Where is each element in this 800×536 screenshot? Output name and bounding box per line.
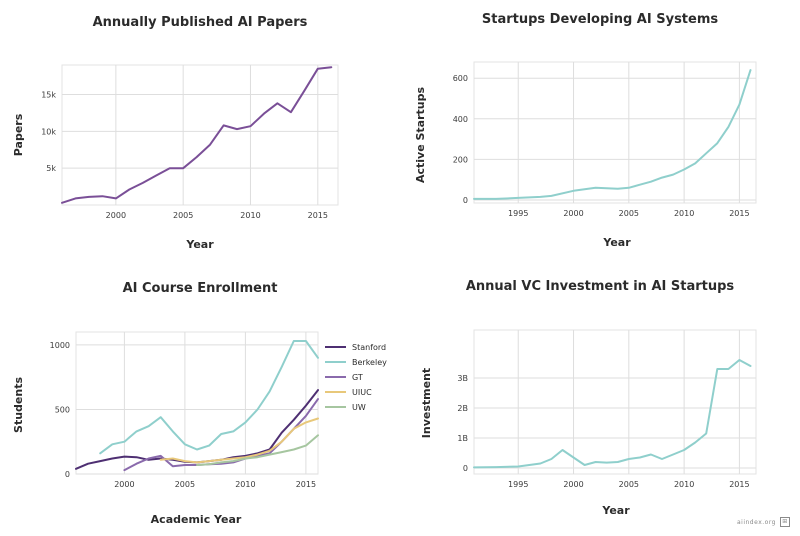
- x-tick-label: 2000: [563, 209, 583, 218]
- x-tick-label: 2015: [729, 480, 749, 489]
- legend: Stanford Berkeley GT UIUC UW: [325, 343, 387, 412]
- x-tick-label: 2010: [240, 211, 260, 220]
- y-axis-label: Papers: [12, 113, 25, 156]
- y-axis-label: Students: [12, 377, 25, 433]
- legend-label: UIUC: [352, 388, 372, 397]
- x-tick-label: 2005: [173, 211, 193, 220]
- series-line-active-startups: [473, 69, 752, 200]
- legend-label: GT: [352, 373, 363, 382]
- x-tick-label: 2010: [235, 480, 255, 489]
- chart-title: Startups Developing AI Systems: [482, 12, 719, 27]
- y-tick-label: 200: [453, 155, 468, 164]
- chart-vc: Annual VC Investment in AI Startups 1995 2…: [420, 279, 757, 517]
- series-line-stanford: [75, 389, 319, 470]
- y-axis-label: Investment: [420, 368, 433, 438]
- y-tick-label: 400: [453, 115, 468, 124]
- x-tick-label: 2005: [619, 209, 639, 218]
- x-tick-label: 2015: [296, 480, 316, 489]
- x-tick-label: 2015: [729, 209, 749, 218]
- x-tick-label: 2000: [106, 211, 126, 220]
- x-tick-label: 1995: [508, 480, 528, 489]
- series-line-berkeley: [99, 340, 319, 455]
- chart-title: Annual VC Investment in AI Startups: [466, 279, 735, 294]
- x-tick-label: 1995: [508, 209, 528, 218]
- watermark: aiindex.org ⊞: [737, 517, 790, 527]
- y-tick-label: 600: [453, 74, 468, 83]
- chart-enrollment: AI Course Enrollment 2000 2005 2010 2015 0 500…: [12, 281, 387, 526]
- x-tick-label: 2000: [114, 480, 134, 489]
- plot-area: [473, 61, 757, 204]
- y-tick-label: 10k: [41, 127, 56, 136]
- x-axis-label: Academic Year: [151, 513, 242, 526]
- y-tick-label: 1000: [50, 341, 70, 350]
- x-tick-label: 2005: [619, 480, 639, 489]
- plot-area: [61, 64, 339, 206]
- x-tick-label: 2010: [674, 209, 694, 218]
- legend-label: Berkeley: [352, 358, 387, 367]
- plot-area: [473, 329, 757, 475]
- series-line-uiuc: [159, 417, 319, 464]
- watermark-text: aiindex.org: [736, 518, 776, 526]
- legend-label: UW: [352, 403, 366, 412]
- y-tick-label: 0: [65, 470, 70, 479]
- x-tick-label: 2010: [674, 480, 694, 489]
- x-axis-label: Year: [185, 238, 214, 251]
- chart-papers: Annually Published AI Papers 2000 2005 2010…: [12, 15, 339, 251]
- x-tick-label: 2005: [175, 480, 195, 489]
- series-line-uw: [196, 434, 319, 466]
- y-tick-label: 0: [463, 196, 468, 205]
- y-tick-label: 0: [463, 464, 468, 473]
- legend-label: Stanford: [352, 343, 386, 352]
- x-tick-label: 2000: [563, 480, 583, 489]
- x-axis-label: Year: [601, 504, 630, 517]
- y-tick-label: 1B: [457, 434, 468, 443]
- chart-title: Annually Published AI Papers: [93, 15, 308, 30]
- chart-title: AI Course Enrollment: [123, 281, 278, 296]
- x-axis-label: Year: [602, 236, 631, 249]
- y-axis-label: Active Startups: [414, 87, 427, 184]
- y-tick-label: 500: [55, 405, 70, 414]
- series-line-papers: [61, 66, 333, 204]
- y-tick-label: 2B: [457, 404, 468, 413]
- y-tick-label: 15k: [41, 90, 56, 99]
- watermark-logo-icon: ⊞: [780, 517, 790, 527]
- x-tick-label: 2015: [308, 211, 328, 220]
- y-tick-label: 5k: [46, 164, 56, 173]
- y-tick-label: 3B: [457, 374, 468, 383]
- series-line-investment: [473, 359, 752, 469]
